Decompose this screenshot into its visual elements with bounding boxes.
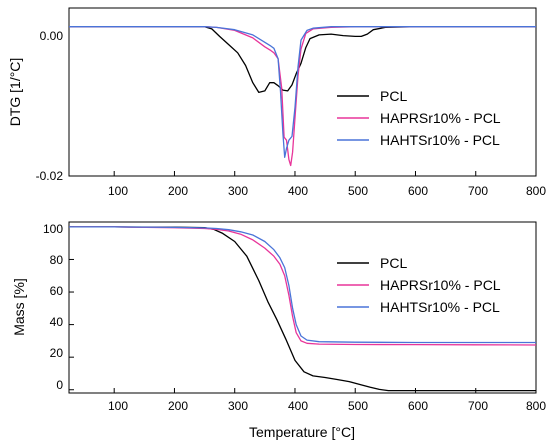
mass-legend-label-hahts: HAHTSr10% - PCL — [380, 299, 500, 315]
dtg-x-tick-label: 600 — [408, 184, 428, 198]
mass-y-tick-label: 40 — [50, 315, 64, 329]
mass-legend-label-pcl: PCL — [380, 255, 407, 271]
mass-series-line-2 — [69, 226, 536, 344]
dtg-y-tick-label: -0.02 — [36, 169, 64, 183]
mass-y-tick-label: 60 — [50, 284, 64, 298]
dtg-y-tick-label: 0.00 — [40, 29, 64, 43]
mass-series-group — [69, 226, 537, 392]
dtg-legend-label-haprs: HAPRSr10% - PCL — [380, 110, 501, 126]
mass-chart: 0 20 40 60 80 100 100 200 300 400 500 60… — [11, 221, 546, 440]
mass-y-axis-title: Mass [%] — [11, 278, 27, 336]
mass-x-tick-label: 500 — [348, 399, 368, 413]
mass-x-axis-title: Temperature [°C] — [249, 424, 355, 440]
dtg-tick-marks — [69, 26, 537, 177]
dtg-y-axis-title: DTG [1/°C] — [7, 58, 23, 127]
dtg-plot-frame — [68, 7, 537, 177]
mass-x-tick-labels: 100 200 300 400 500 600 700 800 — [108, 399, 546, 413]
mass-x-tick-label: 200 — [168, 399, 188, 413]
dtg-x-tick-label: 200 — [168, 184, 188, 198]
mass-y-tick-label: 20 — [50, 346, 64, 360]
dtg-y-tick-labels: 0.00 -0.02 — [36, 29, 64, 183]
mass-legend: PCL HAPRSr10% - PCL HAHTSr10% - PCL — [337, 255, 501, 315]
dtg-series-line-0 — [69, 26, 536, 94]
dtg-x-tick-label: 300 — [228, 184, 248, 198]
mass-y-tick-label: 80 — [50, 253, 64, 267]
mass-y-tick-label: 100 — [43, 222, 63, 236]
dtg-legend-label-hahts: HAHTSr10% - PCL — [380, 132, 500, 148]
mass-legend-label-haprs: HAPRSr10% - PCL — [380, 277, 501, 293]
mass-plot-frame — [68, 221, 537, 394]
dtg-x-tick-label: 700 — [468, 184, 488, 198]
dtg-x-tick-labels: 100 200 300 400 500 600 700 800 — [108, 184, 546, 198]
mass-x-tick-label: 800 — [526, 399, 546, 413]
mass-y-tick-labels: 0 20 40 60 80 100 — [43, 222, 63, 392]
mass-x-tick-label: 600 — [408, 399, 428, 413]
dtg-chart: 0.00 -0.02 100 200 300 400 500 600 700 8… — [7, 7, 546, 198]
dtg-x-tick-label: 800 — [526, 184, 546, 198]
dtg-series-group — [69, 26, 536, 167]
mass-y-tick-label: 0 — [56, 378, 63, 392]
dtg-x-tick-label: 400 — [288, 184, 308, 198]
dtg-legend-label-pcl: PCL — [380, 88, 407, 104]
mass-x-tick-label: 300 — [228, 399, 248, 413]
mass-x-tick-label: 700 — [468, 399, 488, 413]
dtg-x-tick-label: 500 — [348, 184, 368, 198]
mass-x-tick-label: 400 — [288, 399, 308, 413]
dtg-series-line-2 — [69, 26, 536, 158]
dtg-x-tick-label: 100 — [108, 184, 128, 198]
mass-series-line-1 — [69, 226, 537, 346]
mass-x-tick-label: 100 — [108, 399, 128, 413]
dtg-legend: PCL HAPRSr10% - PCL HAHTSr10% - PCL — [337, 88, 501, 148]
